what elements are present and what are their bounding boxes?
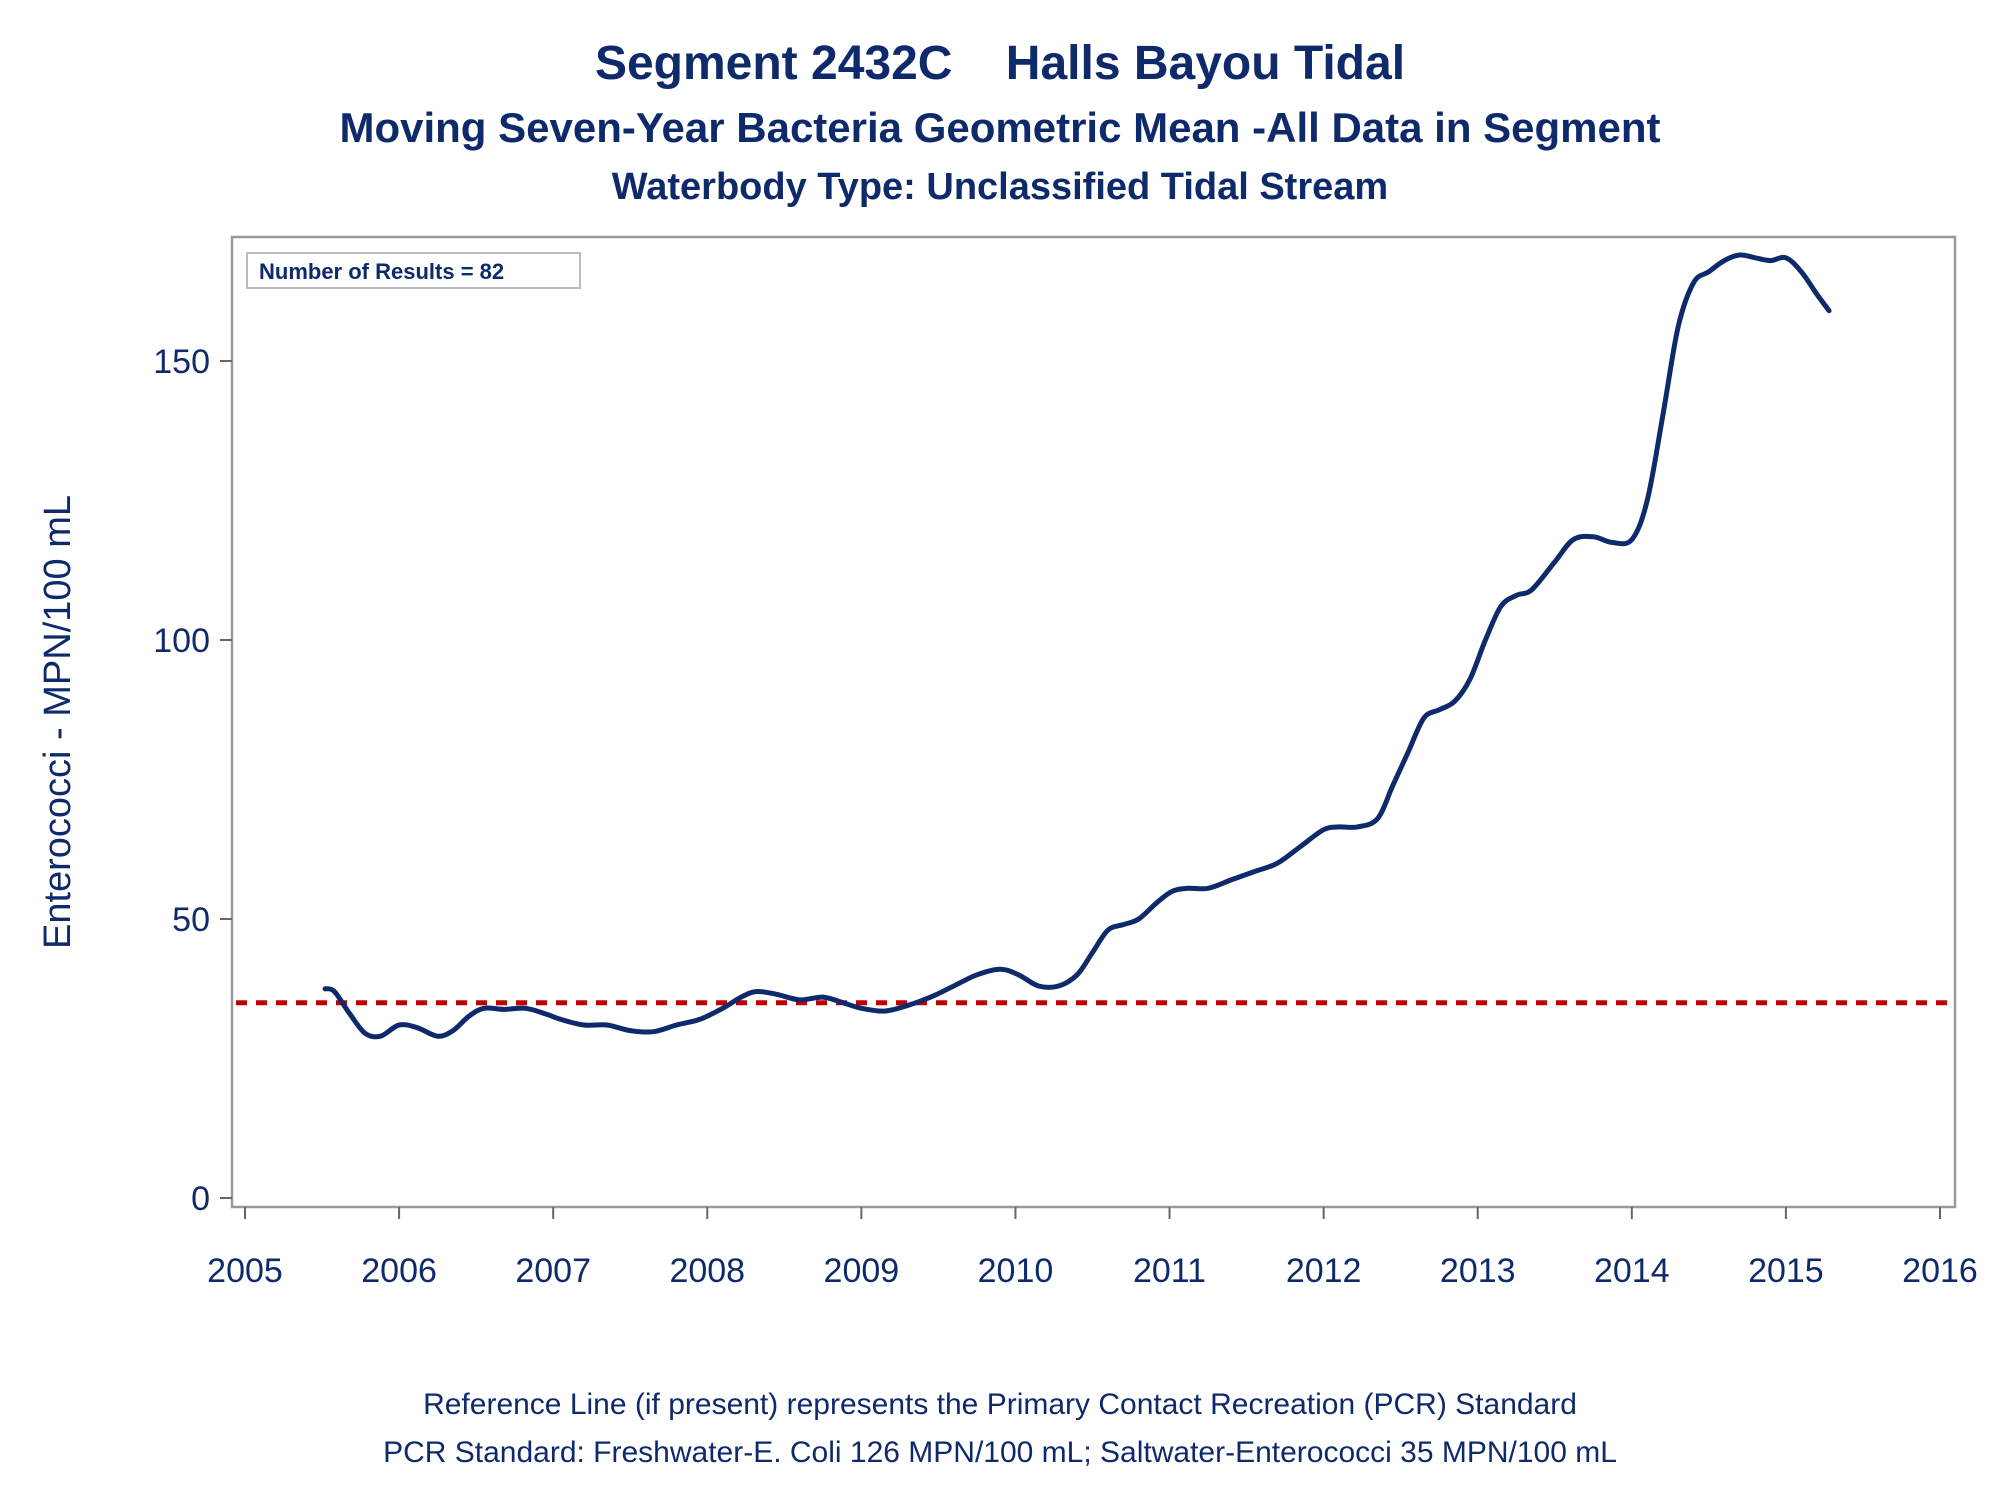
y-axis-title: Enterococci - MPN/100 mL: [37, 495, 79, 949]
x-tick-label: 2009: [824, 1252, 900, 1290]
y-axis: 0 50 100 150: [153, 343, 232, 1218]
x-tick-label: 2005: [207, 1252, 283, 1290]
x-tick-label: 2013: [1440, 1252, 1516, 1290]
results-count-label: Number of Results = 82: [259, 259, 504, 284]
x-tick-label: 2014: [1594, 1252, 1670, 1290]
chart-subtitle-2: Waterbody Type: Unclassified Tidal Strea…: [611, 166, 1389, 208]
y-tick-label: 150: [153, 343, 210, 381]
chart-subtitle: Moving Seven-Year Bacteria Geometric Mea…: [339, 104, 1661, 151]
x-tick-label: 2012: [1286, 1252, 1362, 1290]
series-line: [322, 252, 1832, 1040]
x-tick-label: 2016: [1902, 1252, 1978, 1290]
x-tick-label: 2007: [515, 1252, 591, 1290]
y-tick-label: 0: [191, 1180, 210, 1218]
chart-title: Segment 2432C Halls Bayou Tidal: [594, 37, 1406, 90]
y-tick-label: 50: [172, 901, 210, 939]
footer-note-1: Reference Line (if present) represents t…: [423, 1388, 1577, 1421]
results-count-box: Number of Results = 82: [246, 252, 581, 289]
x-axis: 2005 2006 2007 2008 2009 2010 2011 2012 2013 2014…: [207, 1207, 1978, 1290]
x-tick-label: 2006: [361, 1252, 437, 1290]
x-tick-label: 2008: [669, 1252, 745, 1290]
x-tick-label: 2015: [1748, 1252, 1824, 1290]
plot-frame: [230, 235, 1957, 1209]
x-tick-label: 2011: [1133, 1252, 1206, 1290]
footer-note-2: PCR Standard: Freshwater-E. Coli 126 MPN…: [383, 1436, 1617, 1469]
y-tick-label: 100: [153, 622, 210, 660]
x-tick-label: 2010: [978, 1252, 1054, 1290]
